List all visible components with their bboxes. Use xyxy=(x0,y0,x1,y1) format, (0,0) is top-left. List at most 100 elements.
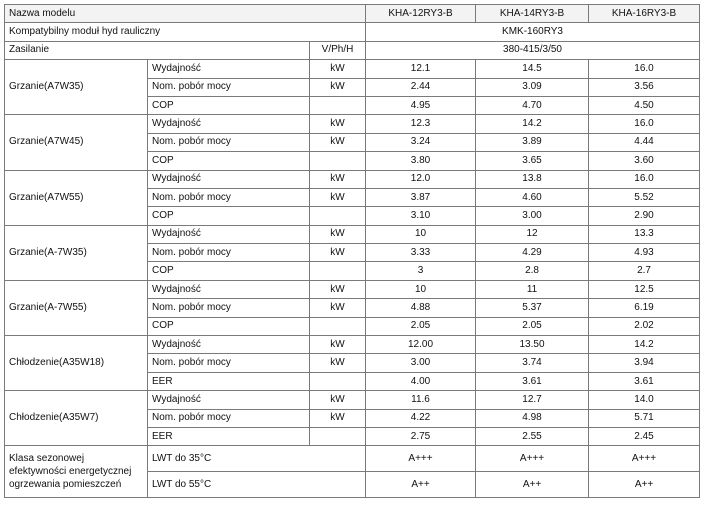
group-label: Grzanie(A7W45) xyxy=(4,114,148,171)
value-cell: 2.05 xyxy=(365,316,477,337)
value-cell: 2.55 xyxy=(475,426,590,447)
table-row: Nom. pobór mocy kW 4.22 4.98 5.71 xyxy=(5,408,701,428)
param-label: Nom. pobór mocy xyxy=(147,408,310,428)
value-cell: 3.09 xyxy=(475,77,590,97)
compatible-row: Kompatybilny moduł hyd rauliczny KMK-160… xyxy=(3,22,701,42)
value-cell: 10 xyxy=(365,279,477,300)
param-label: Wydajność xyxy=(147,224,310,245)
value-cell: 3.56 xyxy=(588,77,701,97)
unit-label: kW xyxy=(308,298,367,318)
value-cell: 14.2 xyxy=(475,114,590,134)
unit-label: kW xyxy=(308,279,367,300)
table-row: Grzanie(A-7W55) Wydajność kW 10 11 12.5 xyxy=(4,279,701,337)
unit-label xyxy=(308,426,367,447)
unit-label: kW xyxy=(308,114,367,134)
value-cell: 4.88 xyxy=(365,298,477,318)
value-cell: 4.98 xyxy=(475,408,590,428)
param-label: Wydajność xyxy=(147,114,310,134)
param-label: LWT do 35°C xyxy=(146,445,367,473)
value-cell: 4.29 xyxy=(475,243,590,263)
param-label: COP xyxy=(147,95,310,116)
unit-label xyxy=(308,206,367,226)
table-row: Nom. pobór mocy kW 3.24 3.89 4.44 xyxy=(5,132,701,153)
param-label: Nom. pobór mocy xyxy=(147,187,310,208)
seasonal-label: Klasa sezonowej efektywności energetyczn… xyxy=(4,445,148,499)
value-cell: 12 xyxy=(475,224,590,245)
group-label: Grzanie(A7W35) xyxy=(4,59,148,116)
value-cell: 14.5 xyxy=(475,59,590,79)
value-cell: 4.95 xyxy=(365,95,477,116)
model-name-label: Nazwa modelu xyxy=(3,3,367,24)
value-cell: 14.0 xyxy=(588,390,701,410)
header-row: Nazwa modelu KHA-12RY3-B KHA-14RY3-B KHA… xyxy=(3,3,701,24)
unit-label: kW xyxy=(308,187,367,208)
value-cell: A++ xyxy=(475,471,590,499)
value-cell: 2.75 xyxy=(365,426,477,447)
unit-label: kW xyxy=(308,132,367,153)
value-cell: 2.02 xyxy=(588,316,701,337)
param-label: Nom. pobór mocy xyxy=(147,243,310,263)
param-label: LWT do 55°C xyxy=(146,471,367,499)
value-cell: 3.74 xyxy=(475,353,590,373)
param-label: COP xyxy=(147,261,310,281)
power-row: Zasilanie V/Ph/H 380-415/3/50 xyxy=(4,40,701,61)
param-label: Wydajność xyxy=(147,279,310,300)
unit-label: kW xyxy=(308,224,367,245)
value-cell: 3.87 xyxy=(365,187,477,208)
value-cell: 4.70 xyxy=(475,95,590,116)
unit-label: kW xyxy=(308,169,367,189)
value-cell: 3.61 xyxy=(475,371,590,392)
param-label: EER xyxy=(147,371,310,392)
value-cell: 5.37 xyxy=(475,298,590,318)
value-cell: 12.00 xyxy=(365,335,477,355)
value-cell: 3.94 xyxy=(588,353,701,373)
power-unit: V/Ph/H xyxy=(308,40,367,61)
param-label: Nom. pobór mocy xyxy=(147,132,310,153)
unit-label: kW xyxy=(308,335,367,355)
value-cell: 3 xyxy=(365,261,477,281)
compatible-label: Kompatybilny moduł hyd rauliczny xyxy=(3,22,367,42)
group-label: Chłodzenie(A35W7) xyxy=(4,390,148,447)
value-cell: 3.10 xyxy=(365,206,477,226)
unit-label xyxy=(308,261,367,281)
value-cell: A+++ xyxy=(588,445,701,473)
unit-label xyxy=(308,151,367,171)
unit-label xyxy=(308,371,367,392)
value-cell: 12.3 xyxy=(365,114,477,134)
value-cell: 3.60 xyxy=(588,151,701,171)
param-label: Wydajność xyxy=(147,169,310,189)
spec-table: Nazwa modelu KHA-12RY3-B KHA-14RY3-B KHA… xyxy=(3,3,701,499)
table-row: Nom. pobór mocy kW 3.00 3.74 3.94 xyxy=(5,353,701,373)
table-row: Chłodzenie(A35W18) Wydajność kW 12.00 13.50 1… xyxy=(4,335,701,392)
value-cell: 5.71 xyxy=(588,408,701,428)
value-cell: 14.2 xyxy=(588,335,701,355)
value-cell: 12.5 xyxy=(588,279,701,300)
table-row: LWT do 55°C A++ A++ A++ xyxy=(5,471,701,499)
param-label: Nom. pobór mocy xyxy=(147,77,310,97)
table-row: Grzanie(A7W35) Wydajność kW 12.1 14.5 16.0 xyxy=(4,59,701,116)
value-cell: 2.44 xyxy=(365,77,477,97)
value-cell: 4.50 xyxy=(588,95,701,116)
param-label: COP xyxy=(147,206,310,226)
param-label: Wydajność xyxy=(147,59,310,79)
unit-label: kW xyxy=(308,408,367,428)
value-cell: 5.52 xyxy=(588,187,701,208)
param-label: COP xyxy=(147,316,310,337)
param-label: Wydajność xyxy=(147,335,310,355)
value-cell: 16.0 xyxy=(588,169,701,189)
unit-label: kW xyxy=(308,77,367,97)
unit-label: kW xyxy=(308,353,367,373)
value-cell: 11 xyxy=(475,279,590,300)
value-cell: 4.00 xyxy=(365,371,477,392)
param-label: Wydajność xyxy=(147,390,310,410)
value-cell: 3.89 xyxy=(475,132,590,153)
table-row: Nom. pobór mocy kW 2.44 3.09 3.56 xyxy=(5,77,701,97)
value-cell: 10 xyxy=(365,224,477,245)
value-cell: 2.8 xyxy=(475,261,590,281)
group-label: Chłodzenie(A35W18) xyxy=(4,335,148,392)
value-cell: 6.19 xyxy=(588,298,701,318)
value-cell: 13.50 xyxy=(475,335,590,355)
value-cell: 16.0 xyxy=(588,114,701,134)
param-label: COP xyxy=(147,151,310,171)
value-cell: 2.90 xyxy=(588,206,701,226)
